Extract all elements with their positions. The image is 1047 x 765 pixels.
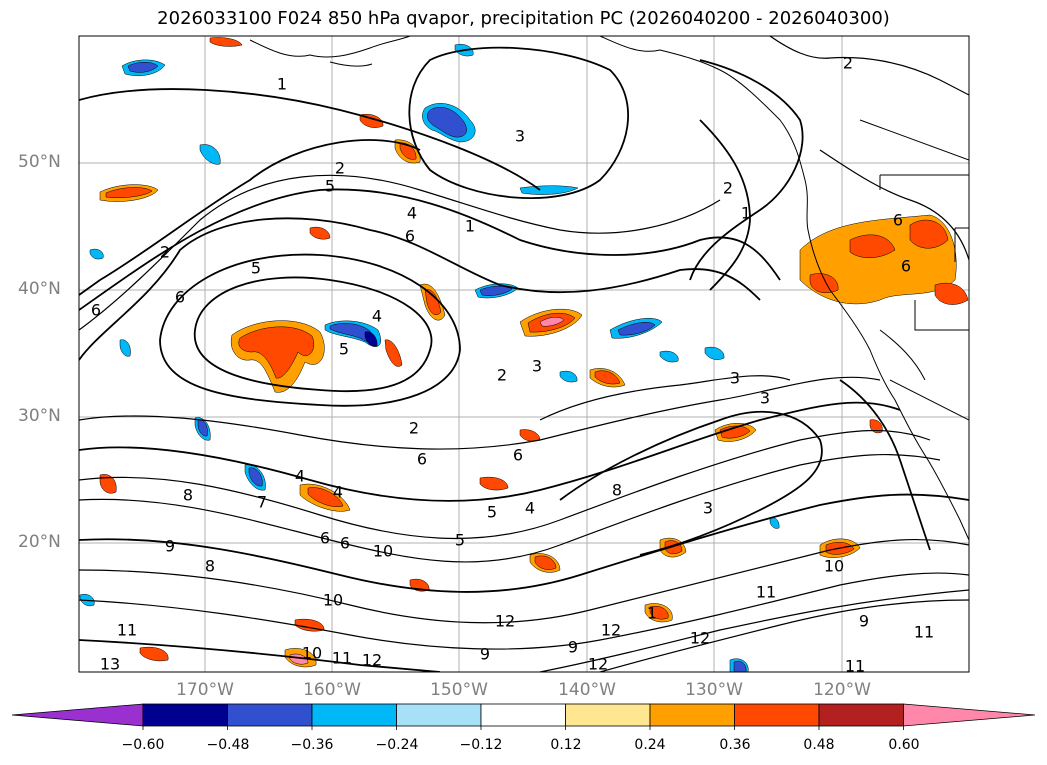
contour-label: 3 xyxy=(703,499,713,518)
colorbar-tick: 0.36 xyxy=(719,737,751,753)
contour-label: 9 xyxy=(859,612,869,631)
colorbar-segment xyxy=(311,703,397,727)
contour-label: 11 xyxy=(756,583,776,602)
contour-label: 12 xyxy=(588,655,608,674)
contour-label: 4 xyxy=(295,467,305,486)
contour-label: 9 xyxy=(480,645,490,664)
contour-label: 10 xyxy=(302,644,322,663)
contour-label: 4 xyxy=(407,204,417,223)
contour-label: 1 xyxy=(465,217,475,236)
precip-negative xyxy=(79,44,780,672)
map-frame xyxy=(78,35,970,673)
lat-label-50: 50°N xyxy=(18,152,61,172)
contour-label: 5 xyxy=(487,503,497,522)
contour-label: 6 xyxy=(91,301,101,320)
contour-label: 2 xyxy=(335,159,345,178)
contour-label: 3 xyxy=(532,357,542,376)
colorbar-segment xyxy=(480,703,566,727)
precip-positive xyxy=(99,37,969,668)
contour-label: 10 xyxy=(824,557,844,576)
contour-label: 5 xyxy=(455,531,465,550)
lat-label-20: 20°N xyxy=(18,532,61,552)
contour-label: 3 xyxy=(515,127,525,146)
colorbar-segment xyxy=(734,703,820,727)
contour-label: 6 xyxy=(901,257,911,276)
contour-label: 5 xyxy=(251,259,261,278)
contour-label: 4 xyxy=(525,499,535,518)
contour-label: 3 xyxy=(730,369,740,388)
contour-label: 12 xyxy=(690,629,710,648)
contour-label: 1 xyxy=(277,75,287,94)
colorbar-extend-low xyxy=(11,703,144,727)
colorbar-tick: −0.36 xyxy=(290,737,334,753)
lat-label-30: 30°N xyxy=(18,406,61,426)
contour-label: 6 xyxy=(175,288,185,307)
contour-label: 8 xyxy=(183,486,193,505)
contour-label: 7 xyxy=(257,493,267,512)
colorbar xyxy=(11,703,1036,730)
contour-label: 6 xyxy=(893,211,903,230)
contour-label: 6 xyxy=(340,534,350,553)
contour-label: 2 xyxy=(160,243,170,262)
colorbar-segment xyxy=(649,703,735,727)
lon-label-130w: 130°W xyxy=(685,680,743,700)
colorbar-tick: 0.48 xyxy=(803,737,835,753)
contour-label: 11 xyxy=(332,649,352,668)
contour-label: 9 xyxy=(568,638,578,657)
map-title: 2026033100 F024 850 hPa qvapor, precipit… xyxy=(157,8,890,29)
contour-label: 12 xyxy=(495,612,515,631)
contour-label: 12 xyxy=(362,651,382,670)
coastline xyxy=(249,36,969,541)
colorbar-segment xyxy=(227,703,313,727)
colorbar-tick: −0.48 xyxy=(206,737,250,753)
colorbar-tick: 0.12 xyxy=(550,737,582,753)
contour-label: 6 xyxy=(405,227,415,246)
lon-label-150w: 150°W xyxy=(430,680,488,700)
lat-label-40: 40°N xyxy=(18,279,61,299)
contour-label: 8 xyxy=(205,557,215,576)
contour-label: 11 xyxy=(117,621,137,640)
colorbar-segment xyxy=(818,703,904,727)
contour-label: 6 xyxy=(417,450,427,469)
contour-label: 11 xyxy=(845,657,865,676)
colorbar-segment xyxy=(396,703,482,727)
lon-label-160w: 160°W xyxy=(303,680,361,700)
contour-label: 5 xyxy=(339,340,349,359)
colorbar-tick: 0.24 xyxy=(634,737,666,753)
colorbar-segment xyxy=(142,703,228,727)
lon-label-120w: 120°W xyxy=(813,680,871,700)
contour-label: 1 xyxy=(741,204,751,223)
contour-label: 2 xyxy=(497,366,507,385)
contour-label: 2 xyxy=(409,419,419,438)
contour-label: 6 xyxy=(320,529,330,548)
colorbar-tick: −0.24 xyxy=(375,737,419,753)
contour-label: 9 xyxy=(165,537,175,556)
contour-label: 4 xyxy=(333,483,343,502)
colorbar-segment xyxy=(565,703,651,727)
lon-label-170w: 170°W xyxy=(176,680,234,700)
contour-label: 1 xyxy=(647,604,657,623)
contour-label: 10 xyxy=(373,542,393,561)
contours xyxy=(79,36,969,672)
colorbar-tick: 0.60 xyxy=(888,737,920,753)
contour-labels: 1 2 2 3 1 5 6 4 1 2 6 5 6 4 5 2 3 3 3 2 … xyxy=(91,54,934,676)
contour-label: 13 xyxy=(100,655,120,674)
contour-label: 12 xyxy=(601,621,621,640)
contour-label: 5 xyxy=(325,177,335,196)
contour-label: 8 xyxy=(612,481,622,500)
contour-label: 10 xyxy=(323,591,343,610)
colorbar-tick: −0.60 xyxy=(121,737,165,753)
colorbar-extend-high xyxy=(903,703,1036,727)
lon-label-140w: 140°W xyxy=(558,680,616,700)
contour-label: 6 xyxy=(513,446,523,465)
colorbar-tick: −0.12 xyxy=(459,737,503,753)
contour-label: 2 xyxy=(843,54,853,73)
contour-label: 11 xyxy=(914,623,934,642)
contour-label: 4 xyxy=(372,307,382,326)
contour-label: 3 xyxy=(760,389,770,408)
contour-label: 2 xyxy=(723,179,733,198)
